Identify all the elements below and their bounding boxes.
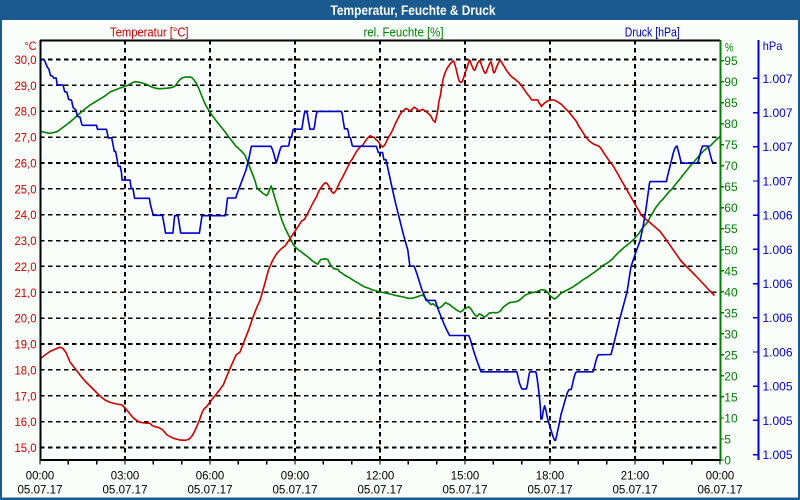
svg-text:05.07.17: 05.07.17 — [613, 483, 658, 497]
svg-text:1.006: 1.006 — [763, 277, 793, 291]
svg-text:26,0: 26,0 — [15, 156, 37, 170]
svg-text:25: 25 — [724, 348, 738, 362]
svg-text:1.006: 1.006 — [763, 345, 793, 359]
svg-text:21:00: 21:00 — [621, 469, 650, 483]
svg-text:28,0: 28,0 — [15, 105, 37, 119]
svg-text:1.006: 1.006 — [763, 311, 793, 325]
svg-text:00:00: 00:00 — [26, 469, 55, 483]
svg-text:05.07.17: 05.07.17 — [443, 483, 488, 497]
svg-text:40: 40 — [724, 285, 738, 299]
svg-text:45: 45 — [724, 264, 738, 278]
svg-text:1.006: 1.006 — [763, 243, 793, 257]
svg-text:55: 55 — [724, 222, 738, 236]
svg-text:20: 20 — [724, 369, 738, 383]
svg-text:17,0: 17,0 — [15, 389, 37, 403]
svg-text:18:00: 18:00 — [536, 469, 565, 483]
svg-text:06.07.17: 06.07.17 — [698, 483, 743, 497]
svg-text:03:00: 03:00 — [111, 469, 140, 483]
svg-text:15:00: 15:00 — [451, 469, 480, 483]
svg-text:1.007: 1.007 — [763, 140, 793, 154]
svg-text:05.07.17: 05.07.17 — [18, 483, 63, 497]
svg-text:22,0: 22,0 — [15, 260, 37, 274]
svg-text:12:00: 12:00 — [366, 469, 395, 483]
svg-text:75: 75 — [724, 138, 738, 152]
svg-text:1.007: 1.007 — [763, 106, 793, 120]
svg-text:95: 95 — [724, 54, 738, 68]
svg-text:30: 30 — [724, 327, 738, 341]
svg-text:1.005: 1.005 — [763, 380, 793, 394]
svg-text:24,0: 24,0 — [15, 208, 37, 222]
svg-text:35: 35 — [724, 306, 738, 320]
svg-text:05.07.17: 05.07.17 — [358, 483, 403, 497]
svg-text:15,0: 15,0 — [15, 441, 37, 455]
svg-text:23,0: 23,0 — [15, 234, 37, 248]
svg-text:65: 65 — [724, 180, 738, 194]
svg-text:05.07.17: 05.07.17 — [273, 483, 318, 497]
svg-text:5: 5 — [724, 432, 731, 446]
svg-text:%: % — [725, 41, 734, 55]
svg-text:90: 90 — [724, 75, 738, 89]
svg-text:27,0: 27,0 — [15, 131, 37, 145]
svg-text:1.005: 1.005 — [763, 414, 793, 428]
svg-text:50: 50 — [724, 243, 738, 257]
svg-text:70: 70 — [724, 159, 738, 173]
svg-text:09:00: 09:00 — [281, 469, 310, 483]
svg-text:18,0: 18,0 — [15, 363, 37, 377]
svg-text:°C: °C — [25, 39, 37, 53]
svg-text:30,0: 30,0 — [15, 53, 37, 67]
svg-text:19,0: 19,0 — [15, 338, 37, 352]
svg-text:hPa: hPa — [763, 39, 783, 53]
svg-text:25,0: 25,0 — [15, 182, 37, 196]
svg-text:00:00: 00:00 — [706, 469, 735, 483]
svg-text:Druck [hPa]: Druck [hPa] — [625, 25, 680, 39]
svg-text:80: 80 — [724, 117, 738, 131]
svg-text:05.07.17: 05.07.17 — [528, 483, 573, 497]
svg-text:rel. Feuchte [%]: rel. Feuchte [%] — [364, 25, 444, 39]
svg-text:16,0: 16,0 — [15, 415, 37, 429]
svg-text:Temperatur [°C]: Temperatur [°C] — [110, 25, 189, 39]
svg-text:06:00: 06:00 — [196, 469, 225, 483]
svg-text:29,0: 29,0 — [15, 79, 37, 93]
svg-text:15: 15 — [724, 390, 738, 404]
svg-text:0: 0 — [724, 454, 731, 468]
svg-text:1.006: 1.006 — [763, 209, 793, 223]
svg-text:10: 10 — [724, 411, 738, 425]
svg-text:1.007: 1.007 — [763, 72, 793, 86]
svg-text:1.007: 1.007 — [763, 174, 793, 188]
svg-text:1.005: 1.005 — [763, 448, 793, 462]
svg-text:05.07.17: 05.07.17 — [103, 483, 148, 497]
svg-text:20,0: 20,0 — [15, 312, 37, 326]
svg-text:05.07.17: 05.07.17 — [188, 483, 233, 497]
svg-text:60: 60 — [724, 201, 738, 215]
svg-text:Temperatur, Feuchte & Druck: Temperatur, Feuchte & Druck — [331, 2, 496, 18]
svg-text:85: 85 — [724, 96, 738, 110]
svg-text:21,0: 21,0 — [15, 286, 37, 300]
